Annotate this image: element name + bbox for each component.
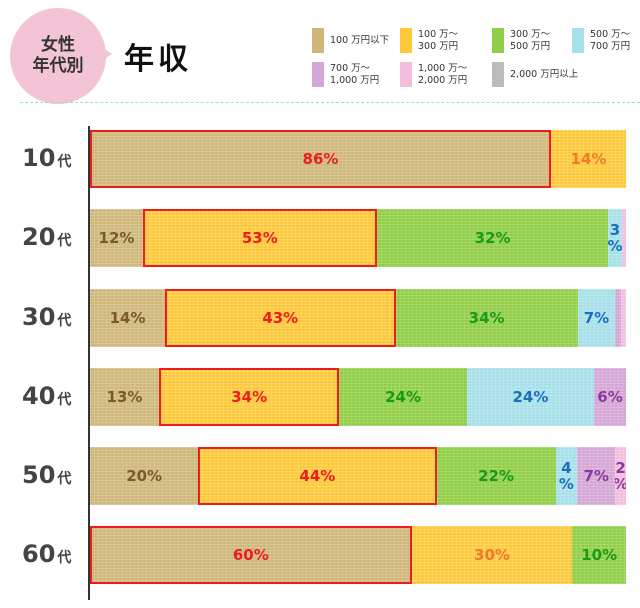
segment-label: 14% — [570, 150, 607, 168]
stacked-bar: 86% 14% — [90, 130, 626, 188]
segment-label: 14% — [109, 309, 146, 327]
row-label-30: 30 代 — [22, 303, 72, 331]
legend-label: 100 万円以下 — [330, 34, 390, 46]
bar-segment: 24% — [466, 368, 595, 426]
bar-segment: 10% — [572, 526, 626, 584]
row-label-40: 40 代 — [22, 382, 72, 410]
segment-label: 22% — [478, 467, 514, 485]
legend-label: 700 万～ 1,000 万円 — [330, 62, 380, 86]
bar-segment: 6% — [594, 368, 626, 426]
legend-item: 100 万円以下 — [312, 28, 389, 53]
segment-label: 2 % — [615, 459, 626, 492]
chart-title: 年収 — [124, 42, 192, 77]
segment-label: 53% — [241, 229, 278, 247]
segment-label: 34% — [231, 388, 268, 406]
y-axis-line — [88, 126, 90, 600]
bar-segment: 22% — [436, 447, 556, 505]
segment-label: 10% — [581, 546, 618, 564]
bar-segment: 32% — [376, 209, 609, 267]
legend-label: 2,000 万円以上 — [510, 68, 579, 80]
segment-label: 30% — [474, 546, 510, 564]
bar-segment: 14% — [550, 130, 626, 188]
legend-swatch — [400, 62, 412, 87]
bar-segment: 7% — [577, 447, 616, 505]
bar-segment: 53% — [142, 209, 377, 267]
bar-segment — [615, 289, 621, 347]
legend-swatch — [492, 62, 504, 87]
row-label-20: 20 代 — [22, 223, 72, 251]
segment-label: 43% — [262, 309, 299, 327]
legend-swatch — [400, 28, 412, 53]
bar-segment: 12% — [90, 209, 143, 267]
segment-label: 34% — [468, 309, 505, 327]
legend-item: 700 万～ 1,000 万円 — [312, 62, 379, 87]
bar-segment: 60% — [90, 526, 412, 584]
legend-item: 100 万～ 300 万円 — [400, 28, 458, 53]
segment-label: 3 % — [608, 221, 621, 254]
bar-segment: 4 % — [555, 447, 578, 505]
segment-label: 4 % — [558, 459, 574, 493]
legend-item: 300 万～ 500 万円 — [492, 28, 550, 53]
bar-segment: 34% — [158, 368, 340, 426]
segment-label: 86% — [302, 150, 339, 168]
bar-segment: 3 % — [608, 209, 622, 267]
bar-segment — [621, 209, 626, 267]
bar-segment — [620, 289, 626, 347]
segment-label: 24% — [385, 388, 422, 406]
bar-segment: 7% — [577, 289, 616, 347]
legend-item: 1,000 万～ 2,000 万円 — [400, 62, 467, 87]
stacked-bar: 14% 43% 34% 7% — [90, 289, 626, 347]
legend-label: 500 万～ 700 万円 — [590, 28, 631, 52]
bar-segment: 20% — [90, 447, 199, 505]
stacked-bar: 13% 34% 24% 24% 6% — [90, 368, 626, 426]
badge-line-1: 女性 — [41, 35, 75, 55]
legend-item: 500 万～ 700 万円 — [572, 28, 630, 53]
row-label-50: 50 代 — [22, 461, 72, 489]
segment-label: 6% — [597, 388, 623, 406]
bar-segment: 43% — [165, 289, 396, 347]
segment-label: 44% — [299, 467, 336, 485]
segment-label: 32% — [474, 229, 511, 247]
header-divider — [20, 102, 640, 103]
row-label-10: 10 代 — [22, 144, 72, 172]
stacked-bar: 20% 44% 22% 4 % 7% 2 % — [90, 447, 626, 505]
bar-segment: 2 % — [615, 447, 626, 505]
bar-segment: 34% — [395, 289, 578, 347]
segment-label: 20% — [126, 467, 163, 485]
segment-label: 7% — [583, 309, 610, 327]
legend-label: 100 万～ 300 万円 — [418, 28, 459, 52]
badge-line-2: 年代別 — [32, 56, 84, 76]
legend-swatch — [312, 62, 324, 87]
stacked-bar: 12% 53% 32% 3 % — [90, 209, 626, 267]
bar-segment: 14% — [90, 289, 166, 347]
legend-label: 1,000 万～ 2,000 万円 — [418, 62, 468, 86]
badge-tail — [100, 46, 112, 62]
bar-segment: 44% — [198, 447, 437, 505]
bar-segment: 13% — [90, 368, 159, 426]
segment-label: 12% — [98, 229, 135, 247]
stacked-bar: 60% 30% 10% — [90, 526, 626, 584]
bar-segment: 86% — [90, 130, 551, 188]
segment-label: 24% — [512, 388, 549, 406]
legend-swatch — [572, 28, 584, 53]
legend-item: 2,000 万円以上 — [492, 62, 578, 87]
segment-label: 7% — [583, 467, 609, 485]
bar-segment: 24% — [339, 368, 467, 426]
segment-label: 60% — [232, 546, 269, 564]
bar-segment: 30% — [411, 526, 573, 584]
row-label-60: 60 代 — [22, 540, 72, 568]
category-badge: 女性 年代別 — [10, 8, 106, 104]
segment-label: 13% — [106, 388, 143, 406]
legend-label: 300 万～ 500 万円 — [510, 28, 551, 52]
legend-swatch — [312, 28, 324, 53]
legend-swatch — [492, 28, 504, 53]
